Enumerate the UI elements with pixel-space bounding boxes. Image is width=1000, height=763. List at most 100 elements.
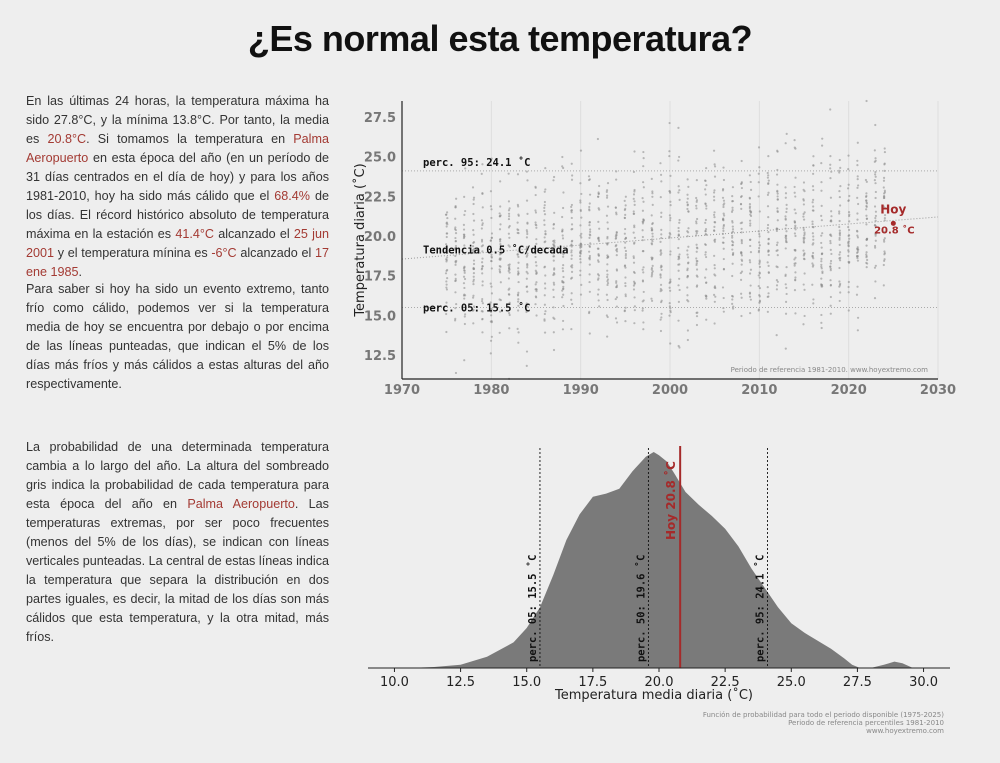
data-point — [829, 312, 832, 315]
data-point — [766, 223, 770, 227]
data-point — [695, 250, 698, 253]
data-point — [874, 264, 877, 267]
probability-paragraph: La probabilidad de una determinada tempe… — [26, 438, 329, 647]
data-point — [776, 192, 779, 195]
data-point — [669, 200, 672, 203]
data-point — [802, 254, 805, 257]
data-point — [785, 132, 788, 135]
data-point — [668, 150, 671, 153]
data-point — [829, 304, 832, 307]
data-point — [660, 211, 663, 214]
data-point — [775, 249, 778, 252]
data-point — [883, 259, 886, 262]
data-point — [865, 265, 868, 269]
data-point — [641, 268, 644, 271]
data-point — [507, 263, 510, 267]
data-point — [489, 339, 493, 342]
data-point — [588, 250, 591, 253]
data-point — [544, 188, 547, 191]
data-point — [445, 330, 448, 334]
data-point — [669, 342, 672, 345]
data-point — [722, 296, 725, 300]
data-point — [462, 282, 466, 285]
data-point — [615, 321, 619, 324]
data-point — [632, 270, 636, 274]
data-point — [552, 331, 555, 334]
station-link[interactable]: Palma Aeropuerto — [187, 497, 295, 511]
data-point — [874, 170, 877, 174]
data-point — [659, 273, 662, 276]
data-point — [847, 291, 850, 294]
text: de los días. El récord histórico absolut… — [26, 189, 329, 241]
data-point — [677, 269, 680, 272]
data-point — [481, 223, 484, 227]
data-point — [767, 182, 770, 186]
data-point — [544, 310, 547, 313]
trend-label: Tendencia 0.5 ˚C/decada — [423, 245, 568, 257]
data-point — [758, 295, 761, 298]
data-point — [525, 199, 529, 202]
data-point — [883, 216, 886, 220]
data-point — [526, 252, 529, 255]
data-point — [570, 205, 573, 208]
data-point — [865, 180, 868, 183]
data-point — [562, 293, 565, 296]
data-point — [480, 245, 483, 248]
data-point — [544, 230, 547, 233]
data-point — [508, 287, 511, 290]
data-point — [811, 232, 814, 235]
data-point — [651, 192, 654, 195]
data-point — [721, 286, 725, 289]
data-point — [811, 201, 814, 204]
text: y el temperatura mínina es — [54, 246, 212, 260]
data-point — [784, 218, 787, 221]
data-point — [669, 219, 672, 222]
data-point — [731, 236, 734, 239]
data-point — [874, 196, 877, 200]
data-point — [830, 210, 833, 213]
data-point — [544, 167, 547, 170]
data-point — [508, 312, 511, 315]
data-point — [579, 149, 583, 152]
data-point — [480, 261, 484, 264]
data-point — [454, 263, 457, 266]
data-point — [544, 287, 547, 290]
data-point — [713, 322, 716, 325]
data-point — [749, 188, 753, 191]
data-point — [606, 281, 610, 285]
data-point — [749, 312, 752, 315]
data-point — [839, 204, 842, 207]
data-point — [606, 283, 609, 287]
data-point — [677, 319, 680, 322]
data-point — [829, 241, 832, 245]
data-point — [740, 292, 743, 295]
data-point — [704, 221, 707, 224]
data-point — [873, 244, 877, 248]
data-point — [455, 197, 458, 200]
data-point — [633, 296, 636, 299]
data-point — [534, 303, 537, 306]
data-point — [445, 312, 448, 316]
y-axis-label: Temperatura diaria (˚C) — [352, 163, 368, 317]
data-point — [454, 236, 457, 240]
data-point — [552, 348, 556, 352]
data-point — [856, 329, 859, 332]
data-point — [811, 209, 814, 212]
data-point — [445, 260, 448, 263]
data-point — [642, 150, 645, 154]
data-point — [838, 238, 841, 241]
data-point — [623, 265, 626, 268]
data-point — [865, 238, 868, 241]
intro-paragraph: En las últimas 24 horas, la temperatura … — [26, 92, 329, 282]
data-point — [615, 268, 618, 271]
data-point — [873, 149, 876, 152]
data-point — [633, 241, 636, 244]
data-point — [633, 322, 636, 325]
x-tick-label: 10.0 — [380, 675, 409, 690]
station-link[interactable]: Palma Aeropuerto — [26, 132, 329, 165]
data-point — [705, 318, 708, 321]
data-point — [490, 292, 494, 295]
data-point — [615, 280, 618, 283]
data-point — [641, 300, 644, 303]
data-point — [579, 234, 582, 237]
